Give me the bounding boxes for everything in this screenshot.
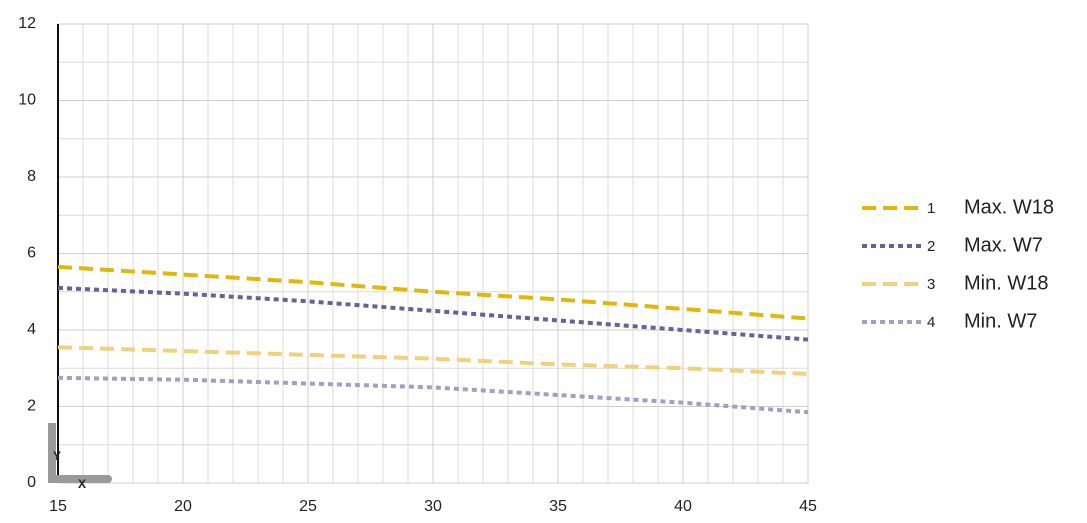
axis-icon xyxy=(48,423,112,483)
x-tick-label: 15 xyxy=(49,498,67,515)
y-tick-label: 6 xyxy=(27,245,36,262)
y-tick-label: 8 xyxy=(27,168,36,185)
legend-label: Max. W7 xyxy=(964,234,1043,256)
legend-key: 4 xyxy=(927,314,935,331)
y-tick-label: 0 xyxy=(27,474,36,491)
line-series xyxy=(57,375,809,415)
axis-icon-x: X xyxy=(78,477,86,491)
legend-label: Max. W18 xyxy=(964,196,1054,218)
x-tick-label: 40 xyxy=(674,498,692,515)
x-tick-label: 30 xyxy=(424,498,442,515)
legend-label: Min. W18 xyxy=(964,272,1048,294)
legend-key: 3 xyxy=(927,276,935,293)
y-tick-label: 2 xyxy=(27,398,36,415)
x-tick-label: 35 xyxy=(549,498,567,515)
legend-key: 1 xyxy=(927,200,935,217)
legend-label: Min. W7 xyxy=(964,310,1037,332)
axis-icon-y: Y xyxy=(53,449,61,463)
x-tick-label: 25 xyxy=(299,498,317,515)
legend-key: 2 xyxy=(927,238,935,255)
y-tick-label: 4 xyxy=(27,321,36,338)
x-tick-label: 20 xyxy=(174,498,192,515)
y-tick-label: 10 xyxy=(18,92,36,109)
y-tick-label: 12 xyxy=(18,15,36,32)
x-tick-label: 45 xyxy=(799,498,817,515)
